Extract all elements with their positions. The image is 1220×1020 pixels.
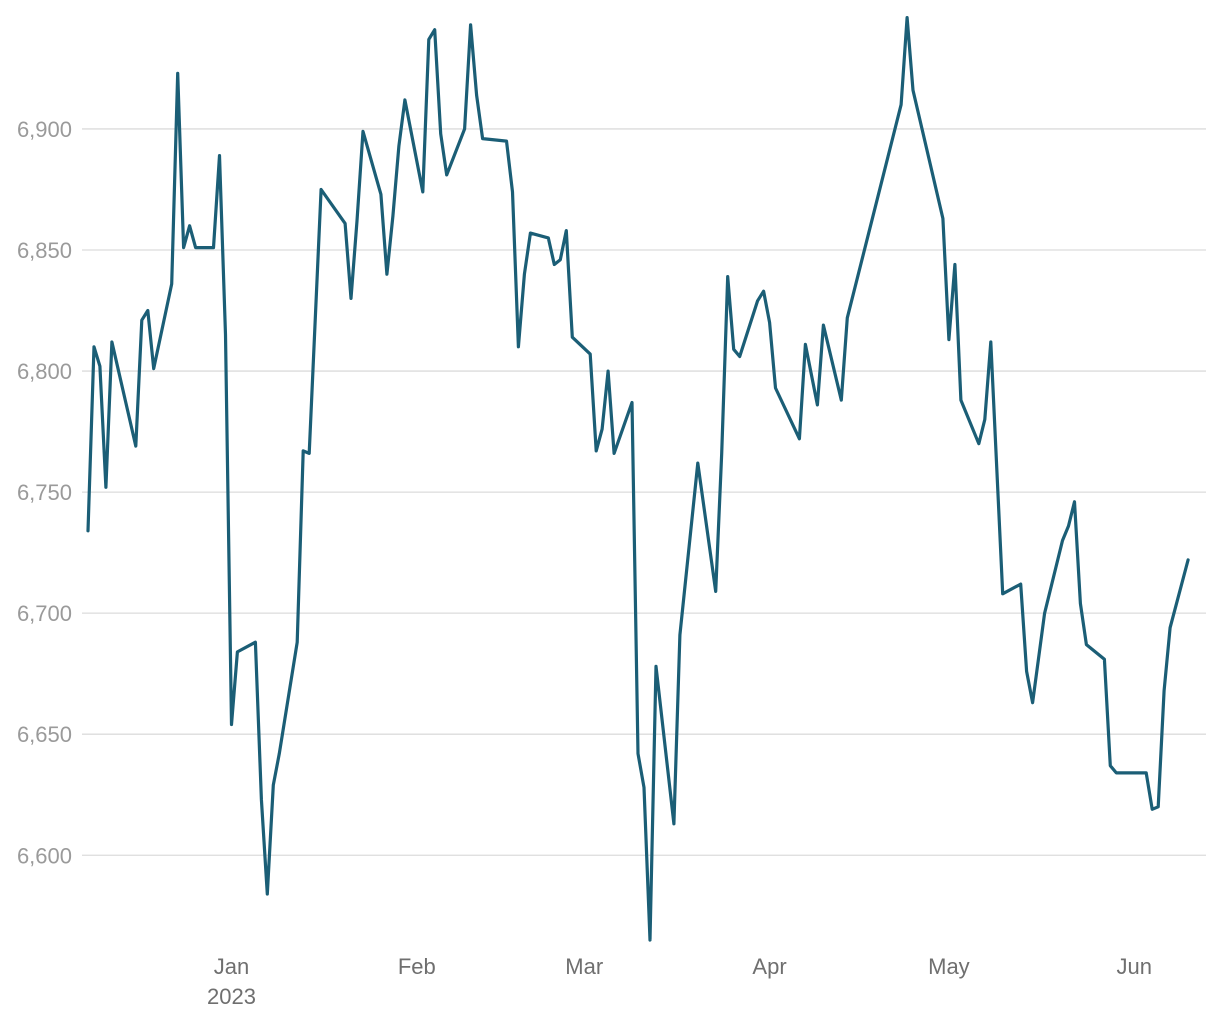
x-tick-label: Apr bbox=[752, 954, 786, 979]
y-tick-label: 6,900 bbox=[17, 117, 72, 142]
y-tick-label: 6,600 bbox=[17, 843, 72, 868]
y-tick-label: 6,700 bbox=[17, 601, 72, 626]
x-tick-label: Feb bbox=[398, 954, 436, 979]
series-layer bbox=[86, 16, 1190, 942]
gridlines bbox=[82, 128, 1206, 856]
x-tick-label: Jan bbox=[214, 954, 249, 979]
x-axis-ticks: Jan 2023 Feb Mar Apr May Jun bbox=[207, 954, 1152, 1009]
y-tick-label: 6,850 bbox=[17, 238, 72, 263]
series-line bbox=[86, 16, 1190, 942]
x-tick-label: May bbox=[928, 954, 970, 979]
x-tick-label: Mar bbox=[565, 954, 603, 979]
y-tick-label: 6,650 bbox=[17, 722, 72, 747]
y-tick-label: 6,750 bbox=[17, 480, 72, 505]
x-tick-label: Jun bbox=[1117, 954, 1152, 979]
x-tick-year-label: 2023 bbox=[207, 984, 256, 1009]
y-axis-ticks: 6,600 6,650 6,700 6,750 6,800 6,850 6,900 bbox=[17, 117, 72, 868]
y-tick-label: 6,800 bbox=[17, 359, 72, 384]
